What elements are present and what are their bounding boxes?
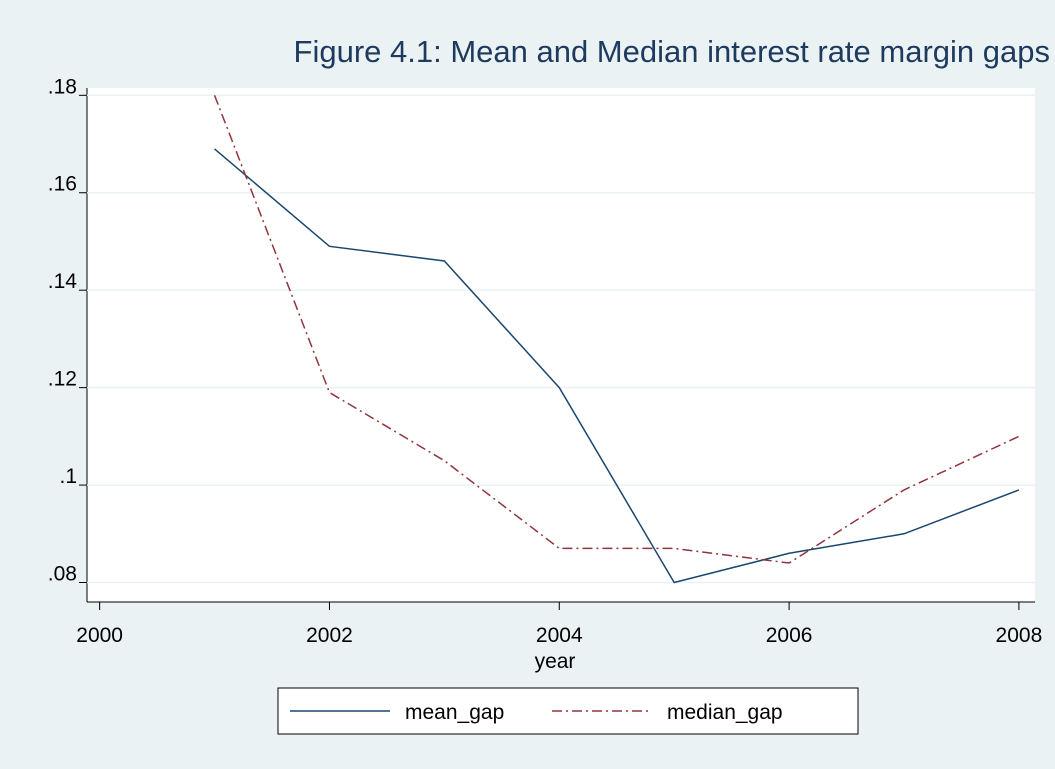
x-axis-label: year xyxy=(535,650,576,673)
y-tick-label: .16 xyxy=(48,173,77,196)
y-tick-label: .08 xyxy=(48,563,77,586)
x-tick-label: 2008 xyxy=(996,624,1043,647)
legend-label: median_gap xyxy=(667,701,783,724)
y-tick-label: .18 xyxy=(48,75,77,98)
x-tick-label: 2000 xyxy=(76,624,123,647)
plot-area xyxy=(87,88,1035,602)
series-line xyxy=(214,148,1020,584)
series-line xyxy=(213,95,1020,564)
x-tick-label: 2006 xyxy=(766,624,813,647)
y-tick-label: .12 xyxy=(48,368,77,391)
x-tick-label: 2002 xyxy=(306,624,353,647)
x-tick-label: 2004 xyxy=(536,624,583,647)
chart-title: Figure 4.1: Mean and Median interest rat… xyxy=(294,34,1050,69)
legend-label: mean_gap xyxy=(405,701,504,724)
y-tick-label: .1 xyxy=(59,465,77,488)
y-tick-label: .14 xyxy=(48,270,78,293)
